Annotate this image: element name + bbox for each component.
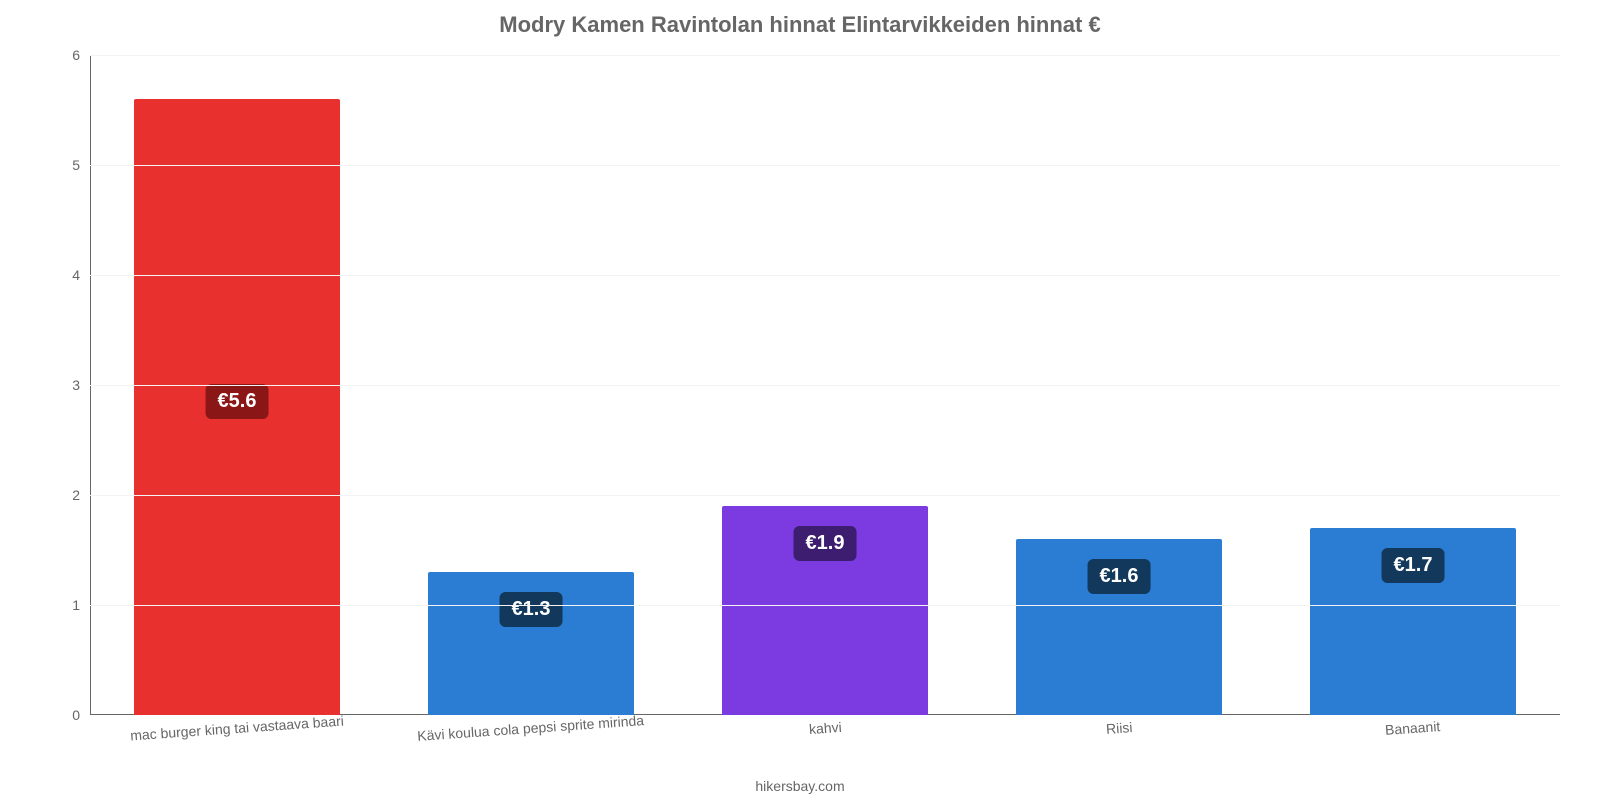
bar: €1.9 — [722, 506, 928, 715]
grid-line — [90, 55, 1560, 56]
bar-value-label: €1.3 — [500, 592, 563, 627]
y-tick-label: 1 — [72, 597, 80, 613]
grid-line — [90, 495, 1560, 496]
bar: €1.6 — [1016, 539, 1222, 715]
x-label-slot: Kävi koulua cola pepsi sprite mirinda — [384, 720, 678, 770]
bar-value-label: €1.9 — [794, 526, 857, 561]
x-category-label: Kävi koulua cola pepsi sprite mirinda — [417, 712, 645, 744]
y-tick-label: 5 — [72, 157, 80, 173]
grid-line — [90, 275, 1560, 276]
y-tick-label: 6 — [72, 47, 80, 63]
x-category-label: Banaanit — [1385, 718, 1441, 738]
y-tick-label: 3 — [72, 377, 80, 393]
x-category-label: Riisi — [1105, 719, 1133, 737]
x-category-label: mac burger king tai vastaava baari — [130, 713, 345, 744]
x-label-slot: kahvi — [678, 720, 972, 770]
attribution-text: hikersbay.com — [0, 778, 1600, 794]
x-label-slot: Riisi — [972, 720, 1266, 770]
x-label-slot: Banaanit — [1266, 720, 1560, 770]
bar-value-label: €1.7 — [1382, 548, 1445, 583]
grid-line — [90, 605, 1560, 606]
bar: €5.6 — [134, 99, 340, 715]
y-tick-label: 2 — [72, 487, 80, 503]
x-labels-container: mac burger king tai vastaava baariKävi k… — [90, 720, 1560, 770]
grid-line — [90, 385, 1560, 386]
bar-value-label: €5.6 — [206, 384, 269, 419]
bar: €1.3 — [428, 572, 634, 715]
bar: €1.7 — [1310, 528, 1516, 715]
chart-title: Modry Kamen Ravintolan hinnat Elintarvik… — [0, 0, 1600, 46]
x-label-slot: mac burger king tai vastaava baari — [90, 720, 384, 770]
plot-area: €5.6€1.3€1.9€1.6€1.7 0123456 — [90, 55, 1560, 715]
bar-value-label: €1.6 — [1088, 559, 1151, 594]
y-tick-label: 4 — [72, 267, 80, 283]
y-tick-label: 0 — [72, 707, 80, 723]
grid-line — [90, 165, 1560, 166]
x-category-label: kahvi — [808, 719, 842, 737]
